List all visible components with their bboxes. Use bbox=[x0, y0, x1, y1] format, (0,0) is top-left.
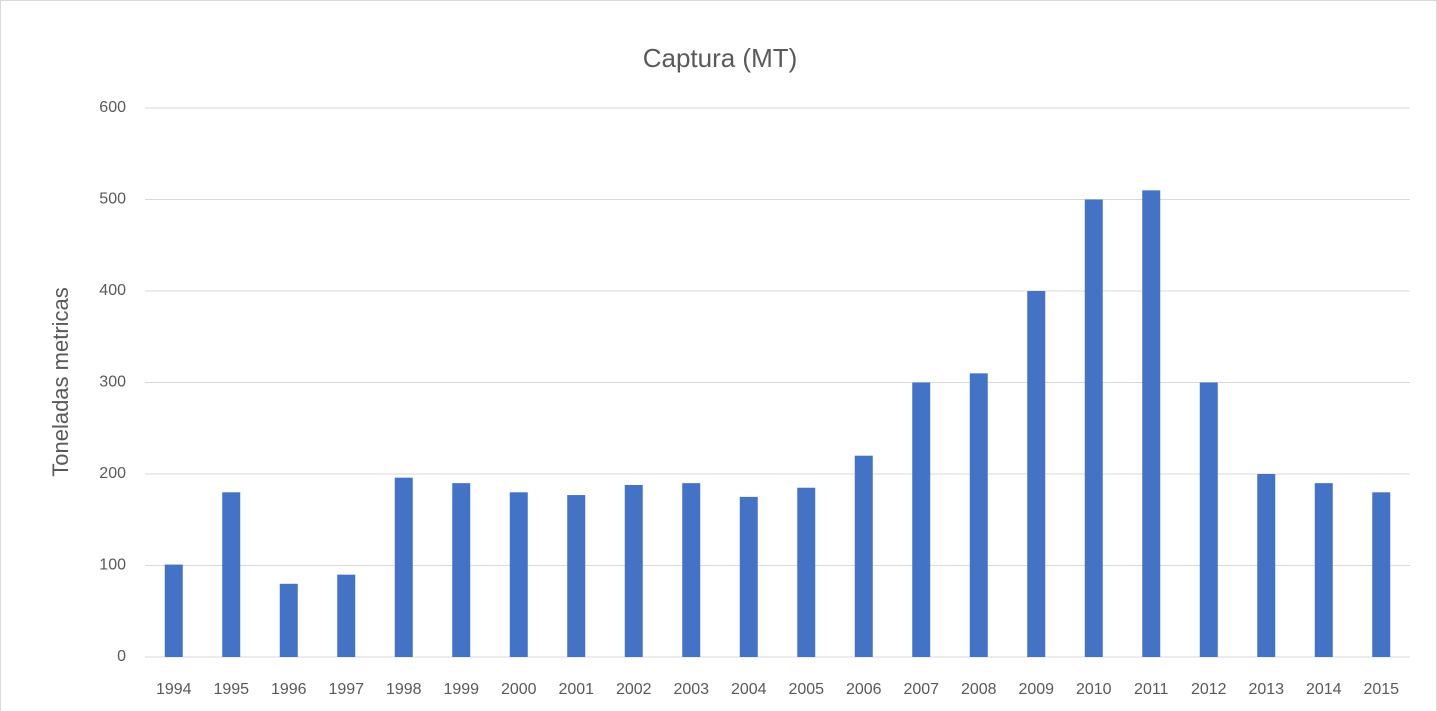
x-tick-label: 2014 bbox=[1306, 681, 1342, 698]
x-tick-label: 2015 bbox=[1363, 681, 1399, 698]
x-tick-label: 1998 bbox=[386, 681, 422, 698]
bar bbox=[1314, 483, 1333, 657]
bar bbox=[1199, 382, 1218, 657]
y-tick-label: 400 bbox=[99, 282, 126, 299]
x-tick-label: 2004 bbox=[731, 681, 767, 698]
bar bbox=[279, 583, 298, 657]
bar bbox=[854, 455, 873, 657]
x-tick-label: 1997 bbox=[328, 681, 364, 698]
x-tick-label: 2002 bbox=[616, 681, 652, 698]
bar bbox=[797, 487, 816, 657]
x-tick-label: 1999 bbox=[443, 681, 479, 698]
y-tick-label: 300 bbox=[99, 374, 126, 391]
bar bbox=[452, 483, 471, 657]
y-tick-label: 100 bbox=[99, 557, 126, 574]
bar bbox=[337, 574, 356, 657]
x-tick-label: 2013 bbox=[1248, 681, 1284, 698]
bar bbox=[1257, 474, 1276, 657]
x-tick-label: 2005 bbox=[788, 681, 824, 698]
x-tick-label: 2010 bbox=[1076, 681, 1112, 698]
x-tick-label: 2000 bbox=[501, 681, 537, 698]
chart-title: Captura (MT) bbox=[643, 43, 798, 73]
bar bbox=[394, 477, 413, 657]
bar bbox=[567, 495, 586, 657]
x-tick-label: 2012 bbox=[1191, 681, 1227, 698]
bar bbox=[164, 564, 183, 657]
bar bbox=[1027, 291, 1046, 657]
x-tick-label: 2006 bbox=[846, 681, 882, 698]
bar bbox=[624, 484, 643, 657]
bar bbox=[682, 483, 701, 657]
x-tick-label: 1996 bbox=[271, 681, 307, 698]
x-tick-label: 2007 bbox=[903, 681, 939, 698]
bar bbox=[1084, 199, 1103, 657]
x-tick-label: 2009 bbox=[1018, 681, 1054, 698]
bar bbox=[912, 382, 931, 657]
x-tick-label: 2003 bbox=[673, 681, 709, 698]
y-tick-label: 600 bbox=[99, 99, 126, 116]
y-tick-label: 0 bbox=[117, 648, 126, 665]
y-axis-label: Toneladas metricas bbox=[48, 287, 73, 477]
x-tick-label: 2011 bbox=[1134, 681, 1169, 698]
bar bbox=[1142, 190, 1161, 657]
y-tick-label: 200 bbox=[99, 465, 126, 482]
bar bbox=[1372, 492, 1391, 657]
bar bbox=[739, 496, 758, 657]
x-tick-label: 1994 bbox=[156, 681, 192, 698]
x-tick-label: 1995 bbox=[213, 681, 249, 698]
y-tick-label: 500 bbox=[99, 191, 126, 208]
x-tick-label: 2008 bbox=[961, 681, 997, 698]
bar bbox=[969, 373, 988, 657]
bar bbox=[222, 492, 241, 657]
bar bbox=[509, 492, 528, 657]
x-tick-label: 2001 bbox=[558, 681, 594, 698]
